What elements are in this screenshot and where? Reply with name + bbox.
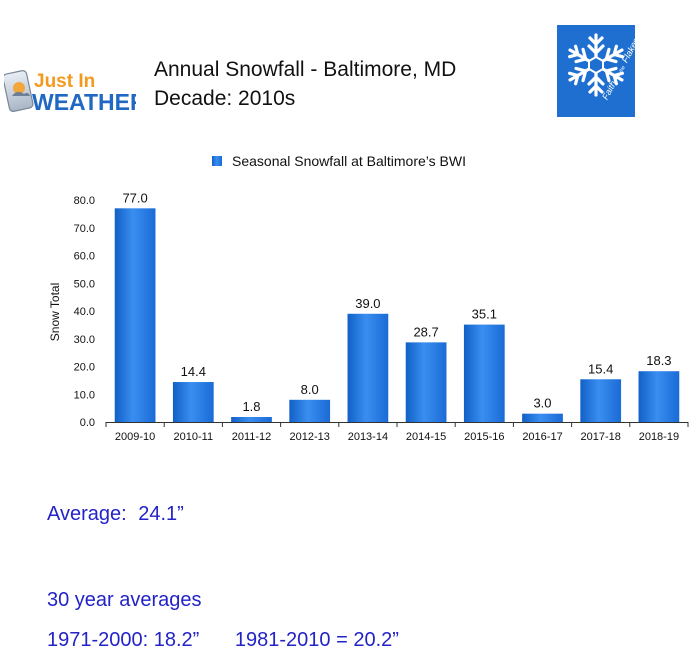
y-tick-label: 50.0: [74, 278, 95, 290]
x-tick-label: 2010-11: [174, 431, 214, 443]
bar-2014-15: [405, 342, 447, 422]
average-label: Average:: [47, 503, 127, 525]
phone-icon: [4, 70, 34, 112]
bars: [114, 208, 680, 422]
value-label: 39.0: [355, 296, 380, 311]
snowfall-bar-chart: Seasonal Snowfall at Baltimore’s BWI Sno…: [48, 153, 689, 443]
value-labels: 77.0 14.4 1.8 8.0 39.0 28.7 35.1 3.0 15.4 18.3: [122, 190, 671, 414]
period-1971-2000: 1971-2000: 18.2”: [47, 629, 200, 651]
x-tick-label: 2014-15: [406, 431, 446, 443]
chart-legend: Seasonal Snowfall at Baltimore’s BWI: [212, 153, 466, 169]
logo-weather: WEATHER: [32, 89, 136, 115]
page-title: Annual Snowfall - Baltimore, MD: [154, 58, 457, 81]
value-label: 8.0: [301, 382, 319, 397]
value-label: 35.1: [472, 307, 497, 322]
y-tick-label: 40.0: [74, 306, 95, 318]
bar-2016-17: [522, 413, 563, 422]
y-axis-ticks: 0.0 10.0 20.0 30.0 40.0 50.0 60.0 70.0 80.0: [74, 195, 95, 429]
bar-2018-19: [638, 371, 680, 422]
bar-2012-13: [289, 399, 331, 422]
snowflake-icon: [564, 33, 628, 97]
bar-2009-10: [114, 208, 156, 422]
bar-2017-18: [580, 379, 622, 422]
value-label: 3.0: [533, 396, 551, 411]
y-tick-label: 10.0: [74, 389, 95, 401]
y-axis-label: Snow Total: [48, 283, 62, 341]
legend-swatch: [212, 156, 222, 166]
logo-just-in: Just In: [34, 71, 95, 92]
value-label: 28.7: [413, 324, 438, 339]
y-tick-label: 60.0: [74, 251, 95, 263]
title-block: Annual Snowfall - Baltimore, MD Decade: …: [154, 55, 456, 113]
value-label: 15.4: [588, 361, 613, 376]
average-value: 24.1”: [138, 503, 184, 525]
badge-text-in-the: in the: [616, 65, 627, 79]
x-tick-label: 2017-18: [581, 431, 621, 443]
thirty-year-title: 30 year averages: [47, 589, 202, 611]
x-tick-label: 2013-14: [348, 431, 388, 443]
y-tick-label: 0.0: [80, 417, 95, 429]
legend-label: Seasonal Snowfall at Baltimore’s BWI: [232, 153, 466, 169]
value-label: 1.8: [242, 399, 260, 414]
value-label: 77.0: [122, 190, 147, 205]
x-tick-label: 2012-13: [290, 431, 330, 443]
average-line: Average: 24.1”: [47, 503, 184, 526]
value-label: 14.4: [181, 364, 206, 379]
y-tick-label: 30.0: [74, 334, 95, 346]
x-tick-label: 2016-17: [522, 431, 562, 443]
x-tick-label: 2015-16: [464, 431, 504, 443]
period-1981-2010: 1981-2010 = 20.2”: [234, 629, 399, 651]
bar-2013-14: [347, 313, 389, 422]
y-tick-label: 20.0: [74, 362, 95, 374]
faith-in-the-flakes-badge: Faith in the Flakes: [557, 25, 635, 117]
bar-2010-11: [172, 382, 214, 422]
x-tick-label: 2011-12: [232, 431, 272, 443]
value-label: 18.3: [646, 353, 671, 368]
thirty-year-periods: 1971-2000: 18.2” 1981-2010 = 20.2”: [47, 629, 399, 652]
y-tick-label: 70.0: [74, 223, 95, 235]
bar-2011-12: [231, 417, 272, 422]
y-tick-label: 80.0: [74, 195, 95, 207]
x-tick-label: 2009-10: [115, 431, 155, 443]
page-subtitle: Decade: 2010s: [154, 87, 296, 110]
x-axis-ticks: 2009-10 2010-11 2011-12 2012-13 2013-14 2014-…: [105, 422, 689, 443]
just-in-weather-logo: Just In WEATHER: [4, 70, 136, 115]
x-tick-label: 2018-19: [639, 431, 679, 443]
bar-2015-16: [463, 324, 505, 422]
